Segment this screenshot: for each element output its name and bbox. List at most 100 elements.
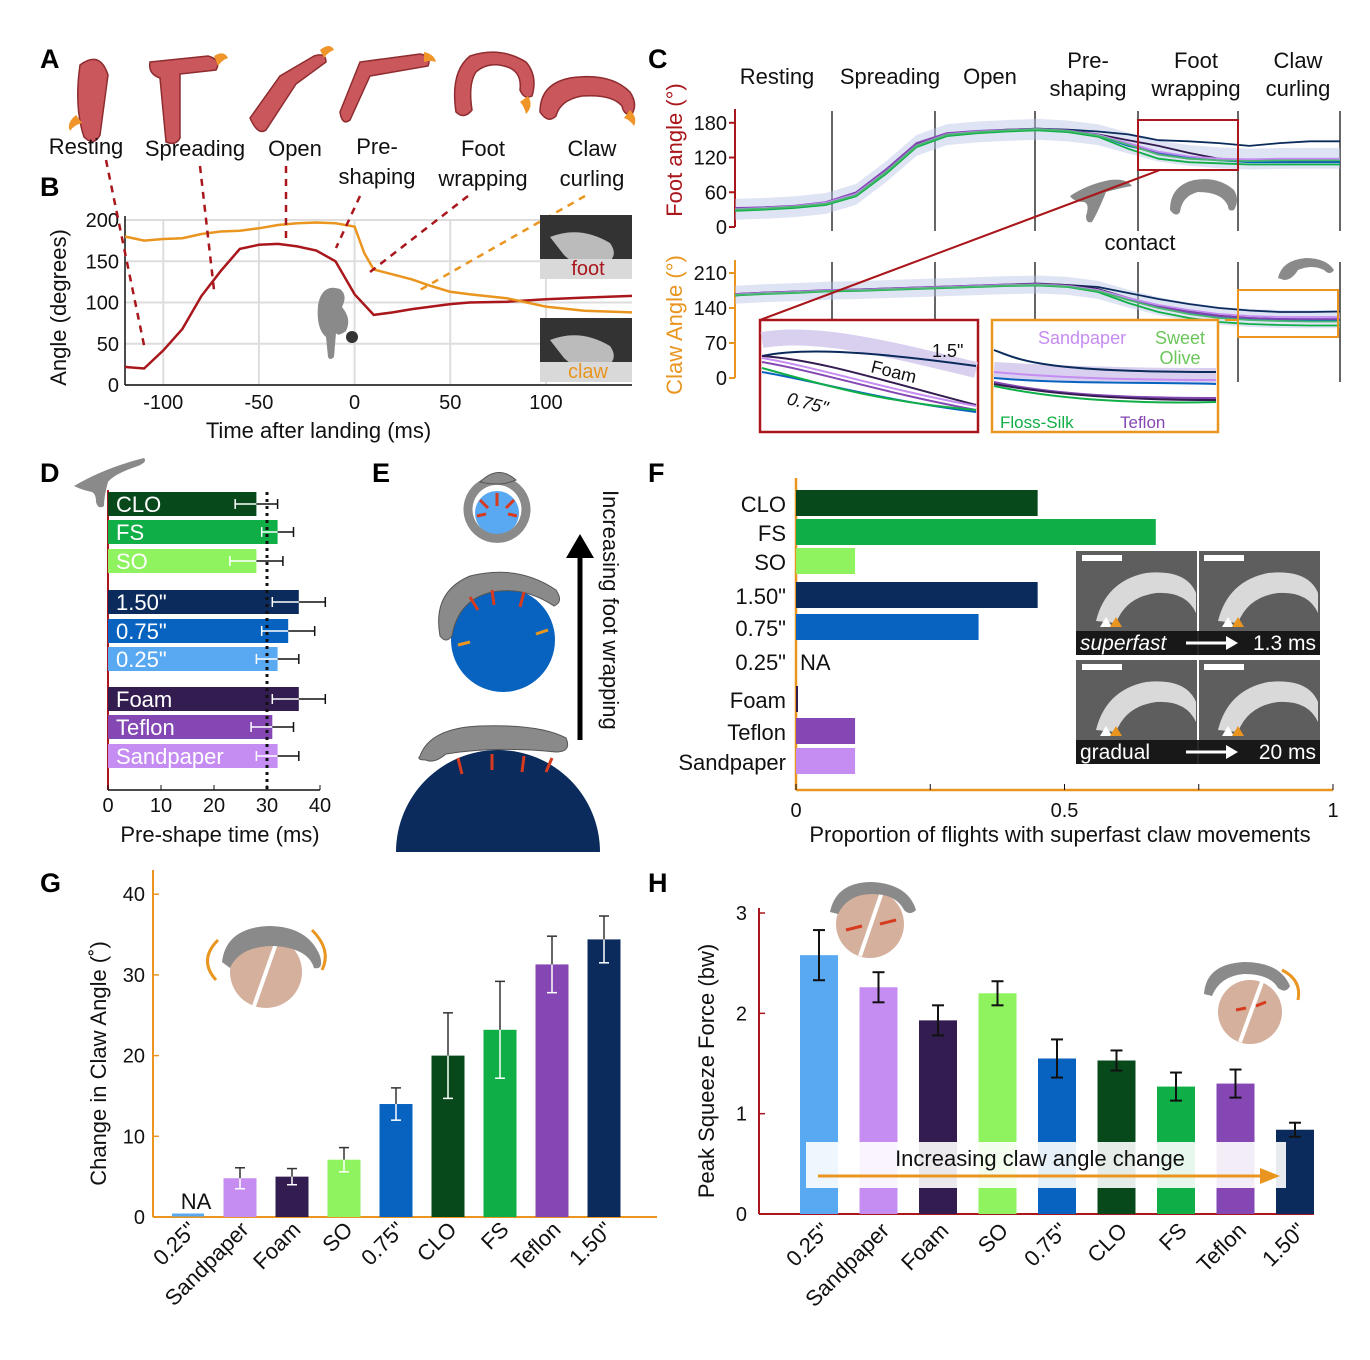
stage-header: Resting — [740, 64, 815, 89]
bar — [108, 744, 278, 768]
foot-shape-medium — [438, 571, 560, 641]
bar-label: 0.75" — [116, 619, 167, 644]
scale-bar — [1082, 664, 1122, 670]
inset-label-sweet-olive-line: Olive — [1159, 348, 1200, 368]
perch-medium — [451, 588, 555, 692]
bar — [796, 686, 798, 712]
x-tick-label: 10 — [150, 795, 172, 817]
panel-letter-h: H — [648, 868, 668, 898]
x-tick-label: 0 — [349, 392, 360, 414]
x-axis-title: Proportion of flights with superfast cla… — [809, 822, 1310, 847]
contact-label: contact — [1105, 230, 1176, 255]
stage-connector — [104, 159, 147, 351]
inset-label-foot: foot — [571, 258, 605, 280]
panel-c-line-charts: Resting Spreading Open Pre-shaping Foot wrapp… — [662, 48, 1341, 434]
bar — [535, 964, 569, 1217]
category-label: 0.75" — [356, 1217, 409, 1270]
rotation-arrow-icon — [310, 928, 327, 971]
y-axis-title: Angle (degrees) — [46, 229, 71, 386]
y-tick-label: 3 — [736, 903, 747, 925]
marker-arrow-icon — [1110, 617, 1122, 627]
stage-label-footwrapping: Foot wrapping — [437, 136, 527, 191]
inset-series-line — [993, 362, 1217, 384]
perch-mark — [858, 891, 884, 957]
panel-b-line-chart: -100 -50 0 50 100 0 50 100 150 200 Time after land… — [46, 159, 633, 443]
na-label: NA — [800, 650, 831, 675]
inset-series-line — [760, 329, 978, 378]
marker-arrow-icon — [1222, 617, 1234, 627]
y-tick-label: 2 — [736, 1003, 747, 1025]
stage-header: Pre-shaping — [1049, 48, 1126, 101]
panel-a: Resting Spreading Open Pre-shaping Foot w… — [49, 46, 636, 191]
inset-caption-right: 20 ms — [1259, 741, 1316, 764]
marker-arrow-icon — [1232, 617, 1244, 627]
y-tick-label: 150 — [86, 251, 119, 273]
category-label: Foam — [248, 1217, 305, 1274]
series-line-foot — [124, 242, 633, 370]
foot-illustration-preshaping — [339, 53, 430, 123]
bar — [108, 619, 289, 643]
force-arrow — [1255, 1000, 1267, 1008]
category-label: FS — [758, 521, 786, 546]
bar — [108, 492, 257, 516]
stage-header-line: shaping — [1049, 76, 1126, 101]
stage-label-line: shaping — [338, 164, 415, 189]
panel-d-bar-chart: 0 10 20 30 40 Pre-shape time (ms) CLO FS SO 1.50"… — [74, 458, 331, 847]
force-arrow — [879, 918, 897, 926]
y-tick-label: 210 — [694, 263, 727, 285]
category-label: CLO — [741, 492, 786, 517]
category-label: Foam — [896, 1218, 953, 1275]
inset-photo-foot-shape — [550, 232, 614, 267]
rotation-arrow-icon — [206, 938, 220, 982]
y-tick-label: 0 — [134, 1207, 145, 1229]
inset-label-bg — [540, 362, 632, 382]
force-arrows-medium — [457, 589, 549, 647]
bar-label: SO — [116, 549, 148, 574]
x-axis-title: Pre-shape time (ms) — [120, 822, 319, 847]
inset-series-line — [761, 367, 977, 411]
foot-illustration-spreading — [148, 55, 219, 145]
x-tick-label: 100 — [529, 392, 562, 414]
x-tick-label: -100 — [143, 392, 183, 414]
category-label: 1.50" — [735, 584, 786, 609]
inset-arrow-icon — [1226, 745, 1238, 759]
bar-label: FS — [116, 520, 144, 545]
bar — [796, 748, 856, 774]
x-tick-label: -50 — [244, 392, 273, 414]
stage-header: Claw curling — [1266, 48, 1331, 101]
panel-letter-a: A — [40, 44, 60, 74]
bar-label: 1.50" — [116, 590, 167, 615]
stage-label-line: wrapping — [437, 166, 527, 191]
y-tick-label: 70 — [705, 333, 727, 355]
y-tick-label: 1 — [736, 1104, 747, 1126]
foot-illustration-curling — [539, 75, 636, 120]
claw-tip-icon — [214, 53, 228, 66]
panel-e-diagram: Increasing foot wrapping — [396, 472, 623, 852]
perch-large — [396, 750, 600, 852]
inset-series-line — [993, 349, 1217, 373]
foot-shape-large — [418, 725, 569, 762]
stage-label-line: Pre- — [356, 134, 398, 159]
stage-label-line: Foot — [461, 136, 505, 161]
bar — [796, 614, 979, 640]
na-label: NA — [181, 1189, 212, 1214]
y-tick-label: 10 — [123, 1126, 145, 1148]
y-tick-label: 100 — [86, 293, 119, 315]
x-tick-label: 50 — [439, 392, 461, 414]
inset-photo-foot-shape — [550, 335, 614, 370]
y-axis-title: Change in Claw Angle (˚) — [86, 941, 111, 1186]
inset-label-1-5: 1.5" — [932, 341, 963, 361]
inset-caption-left: superfast — [1080, 632, 1168, 655]
stage-label-line: curling — [560, 166, 625, 191]
zoom-connector-foot — [759, 169, 1161, 321]
foot-icon — [1204, 962, 1290, 996]
category-label: CLO — [1082, 1218, 1132, 1268]
bar — [108, 590, 299, 614]
marker-arrow-icon — [1222, 726, 1234, 736]
stage-header-line: curling — [1266, 76, 1331, 101]
force-arrow — [845, 924, 863, 932]
perch-dot-icon — [346, 331, 358, 343]
x-tick-label: 20 — [203, 795, 225, 817]
